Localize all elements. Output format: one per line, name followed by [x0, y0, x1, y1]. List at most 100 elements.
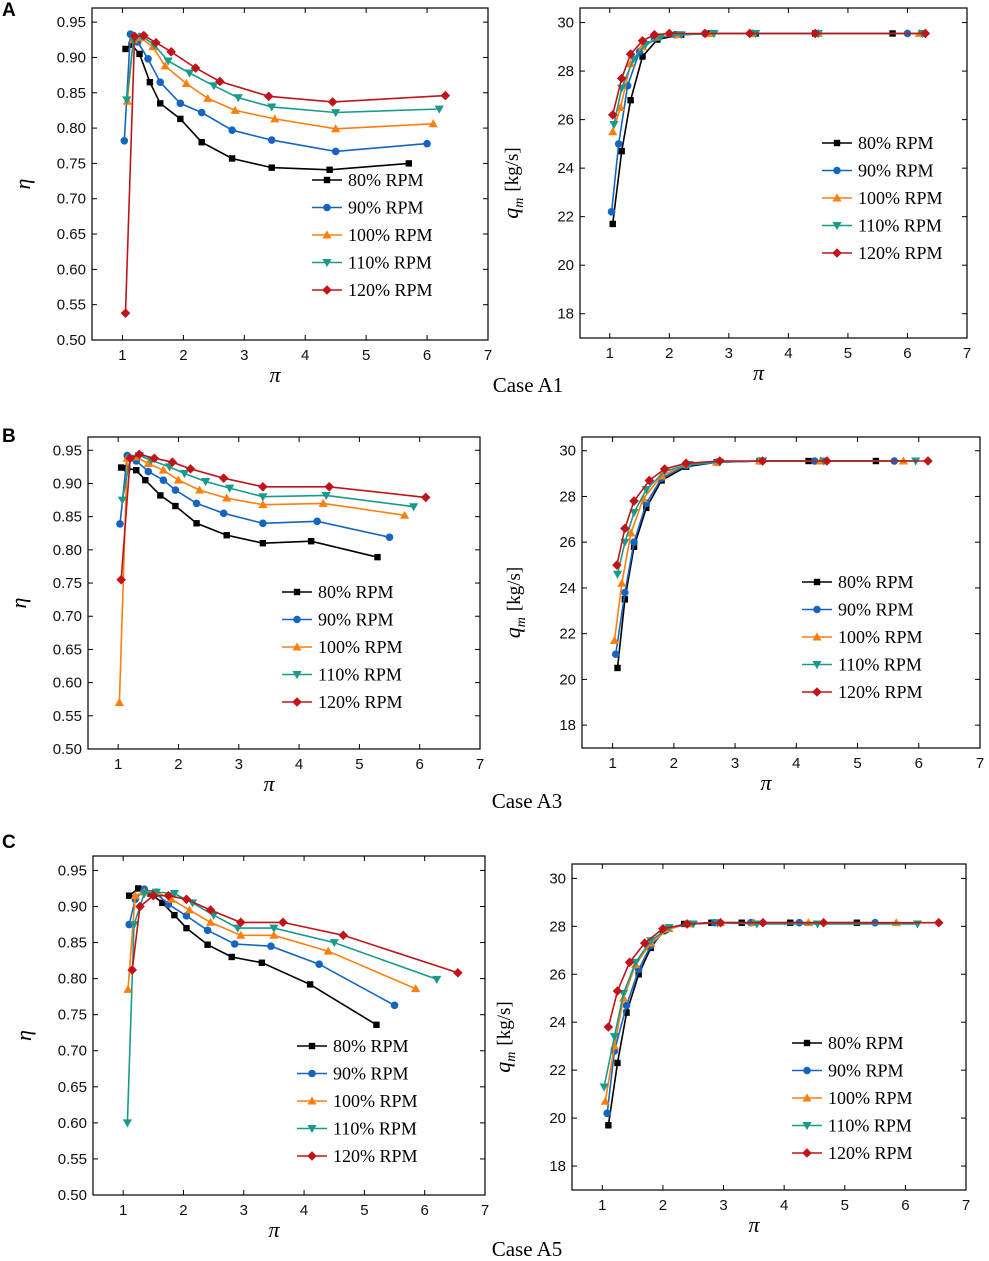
- y-tick-label: 26: [549, 966, 566, 983]
- data-point: [599, 1083, 609, 1092]
- y-tick-label: 0.75: [58, 1007, 87, 1024]
- data-point: [664, 28, 675, 39]
- data-point: [204, 941, 211, 948]
- data-point: [700, 28, 710, 39]
- legend-entry-label: 110% RPM: [858, 216, 942, 236]
- y-axis-label-subscript: m: [512, 198, 527, 208]
- case-label-a5: Case A5: [492, 1237, 563, 1261]
- legend-marker: [323, 203, 331, 212]
- data-point: [625, 49, 636, 59]
- data-point: [639, 938, 650, 948]
- data-point: [117, 496, 127, 505]
- chart-a3-efficiency: 1 2 3 4 5 6 7 0.50 0.55 0.60 0.65 0.70 0.75 0.80 0.85 0…: [6, 436, 484, 796]
- y-tick-label: 0.60: [57, 261, 86, 278]
- data-point: [609, 1033, 620, 1042]
- data-point: [609, 220, 616, 228]
- data-point: [146, 78, 154, 86]
- data-point: [390, 1001, 399, 1010]
- data-point: [184, 69, 195, 78]
- data-point: [143, 458, 153, 468]
- x-tick-label: 1: [119, 1202, 127, 1219]
- x-axis-label: π: [748, 1212, 760, 1237]
- data-point: [197, 108, 206, 117]
- legend-marker: [308, 1042, 316, 1050]
- y-tick-label: 0.65: [53, 641, 82, 658]
- data-point: [324, 481, 335, 492]
- case-label-a1: Case A1: [493, 373, 564, 397]
- data-point: [157, 492, 164, 499]
- y-tick-label: 0.55: [57, 297, 86, 314]
- legend-marker: [802, 1148, 812, 1158]
- data-point: [192, 499, 201, 508]
- legend-marker: [812, 687, 822, 697]
- data-point: [171, 911, 178, 919]
- series-line: [607, 921, 939, 1028]
- x-tick-label: 6: [421, 1202, 429, 1219]
- data-point: [629, 509, 639, 518]
- legend-marker: [292, 671, 302, 680]
- chart-a1-efficiency: 1 2 3 4 5 6 7 0.50 0.55 0.60 0.65 0.70 0.75 0.80 0.85 0…: [10, 7, 492, 387]
- data-point: [338, 930, 349, 941]
- data-point: [315, 960, 323, 968]
- x-tick-label: 7: [963, 345, 971, 362]
- series-line: [124, 34, 446, 314]
- y-tick-label: 20: [559, 671, 576, 688]
- data-point: [151, 888, 161, 897]
- y-tick-label: 0.85: [53, 509, 82, 526]
- x-tick-label: 4: [784, 345, 792, 362]
- legend-entry-label: 100% RPM: [333, 1091, 418, 1111]
- data-point: [607, 109, 618, 120]
- panel-letter-a: A: [2, 0, 16, 21]
- data-point: [223, 532, 230, 539]
- data-point: [163, 57, 173, 66]
- data-point: [624, 957, 635, 968]
- data-point: [228, 126, 236, 135]
- data-point: [612, 986, 623, 996]
- data-point: [215, 76, 225, 87]
- data-point: [810, 28, 820, 39]
- data-point: [228, 953, 235, 961]
- y-tick-label: 30: [559, 443, 576, 460]
- series-line: [131, 894, 459, 974]
- data-point: [206, 917, 216, 926]
- data-point: [120, 137, 129, 145]
- data-point: [222, 493, 232, 502]
- data-point: [631, 958, 641, 967]
- y-axis-label: qm[kg/s]: [490, 1001, 519, 1072]
- data-point: [258, 493, 268, 502]
- data-point: [420, 492, 431, 503]
- y-tick-label: 0.85: [57, 85, 86, 102]
- data-point: [193, 520, 200, 527]
- legend-marker: [307, 1151, 317, 1161]
- x-axis-label: π: [753, 360, 765, 385]
- y-tick-label: 18: [559, 717, 576, 734]
- legend-entry-label: 100% RPM: [838, 627, 923, 647]
- y-tick-label: 30: [549, 870, 566, 887]
- y-axis-label-unit: [kg/s]: [502, 147, 523, 191]
- data-point: [321, 491, 331, 501]
- data-point: [130, 891, 140, 900]
- data-point: [374, 553, 381, 561]
- legend-marker: [293, 615, 301, 624]
- data-point: [620, 523, 630, 534]
- x-tick-label: 4: [780, 1197, 788, 1214]
- data-point: [614, 1059, 621, 1067]
- data-point: [609, 121, 619, 130]
- y-tick-label: 0.65: [57, 226, 86, 243]
- y-tick-label: 0.55: [58, 1151, 87, 1168]
- data-point: [611, 650, 620, 659]
- y-tick-label: 0.95: [58, 862, 87, 879]
- legend-entry-label: 80% RPM: [318, 582, 394, 602]
- data-point: [116, 574, 126, 585]
- plot-frame: [92, 855, 486, 1196]
- legend-marker: [832, 193, 842, 202]
- legend-marker: [803, 1066, 811, 1075]
- legend-marker: [813, 605, 821, 614]
- data-point: [123, 984, 133, 993]
- y-axis-label: qm[kg/s]: [498, 147, 527, 218]
- y-tick-label: 0.50: [57, 332, 86, 349]
- data-point: [423, 139, 431, 148]
- data-point: [643, 504, 650, 512]
- data-point: [607, 208, 616, 216]
- data-point: [138, 30, 149, 41]
